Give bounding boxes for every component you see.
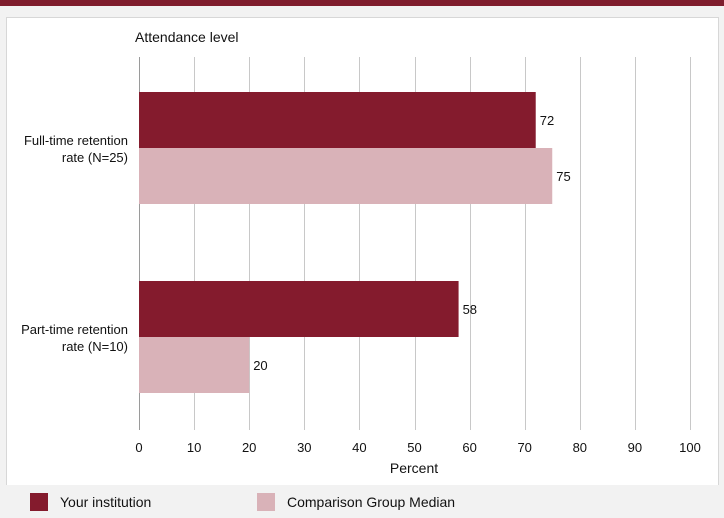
bar <box>139 337 250 393</box>
bar-value-label: 72 <box>540 113 554 128</box>
bar-value-label: 75 <box>556 169 570 184</box>
x-tick-label: 10 <box>187 440 201 455</box>
x-tick-label: 80 <box>573 440 587 455</box>
bar-chart: Attendance level 72 58 75 20 Full-time rete… <box>21 29 701 476</box>
legend-label: Your institution <box>60 494 152 510</box>
legend-label: Comparison Group Median <box>287 494 456 510</box>
x-tick-label: 60 <box>462 440 476 455</box>
category-labels: Full-time retention rate (N=25) Part-time … <box>21 133 128 354</box>
category-label: Full-time retention rate (N=25) <box>24 133 128 165</box>
x-tick-labels: 0 10 20 30 40 50 60 70 80 90 100 <box>135 440 700 455</box>
category-label: Part-time retention rate (N=10) <box>21 322 128 354</box>
legend-swatch <box>30 493 48 511</box>
legend-swatch <box>257 493 275 511</box>
bars: 72 58 75 20 <box>139 92 571 393</box>
x-tick-label: 100 <box>679 440 701 455</box>
x-tick-label: 50 <box>407 440 421 455</box>
x-axis-label: Percent <box>390 460 438 476</box>
x-tick-label: 40 <box>352 440 366 455</box>
bar-value-label: 58 <box>463 302 477 317</box>
bar-value-label: 20 <box>253 358 267 373</box>
x-tick-label: 20 <box>242 440 256 455</box>
bar <box>139 281 459 337</box>
x-tick-label: 70 <box>517 440 531 455</box>
bar <box>139 148 553 204</box>
top-accent-rule <box>0 0 724 6</box>
x-tick-label: 30 <box>297 440 311 455</box>
x-tick-label: 0 <box>135 440 142 455</box>
chart-title: Attendance level <box>135 29 239 45</box>
x-tick-label: 90 <box>628 440 642 455</box>
legend: Your institution Comparison Group Median <box>0 485 724 518</box>
bar <box>139 92 536 148</box>
